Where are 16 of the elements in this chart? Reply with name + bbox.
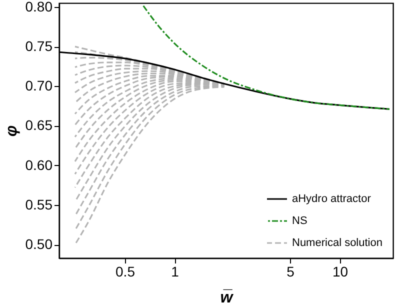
x-tick-label: 5: [286, 264, 295, 280]
y-tick-label: 0.75: [25, 38, 53, 54]
x-tick-label: 0.5: [116, 264, 136, 280]
x-tick-label: 1: [171, 264, 180, 280]
x-axis-title: w̅: [220, 288, 234, 305]
legend-label: Numerical solution: [292, 237, 382, 249]
y-tick-label: 0.65: [25, 117, 53, 134]
y-tick-label: 0.55: [25, 196, 53, 212]
y-axis-title: φ: [3, 125, 20, 137]
legend-label: NS: [292, 215, 308, 227]
y-tick-label: 0.60: [25, 156, 53, 173]
y-tick-label: 0.80: [25, 0, 53, 14]
x-tick-label: 10: [332, 264, 348, 280]
y-tick-label: 0.50: [25, 236, 53, 252]
y-tick-label: 0.70: [25, 78, 53, 94]
legend-label: aHydro attractor: [292, 193, 372, 205]
